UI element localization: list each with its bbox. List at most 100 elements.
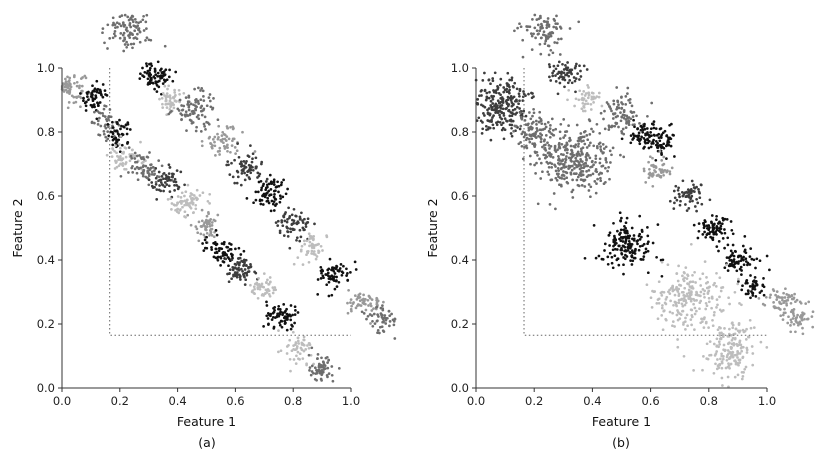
- scatter-point: [608, 231, 612, 235]
- scatter-point: [320, 379, 323, 382]
- scatter-point: [264, 180, 268, 183]
- scatter-point: [562, 71, 566, 75]
- scatter-point: [509, 99, 513, 102]
- scatter-point: [532, 107, 535, 111]
- scatter-point: [266, 288, 270, 291]
- scatter-point: [116, 25, 119, 29]
- scatter-point: [532, 32, 535, 36]
- scatter-point: [675, 288, 679, 292]
- scatter-point: [277, 350, 280, 354]
- scatter-point: [740, 349, 744, 353]
- scatter-point: [144, 20, 148, 24]
- scatter-point: [160, 164, 164, 168]
- scatter-point: [646, 249, 650, 253]
- scatter-point: [330, 293, 334, 297]
- scatter-point: [683, 303, 687, 307]
- scatter-point: [334, 279, 338, 282]
- scatter-point: [736, 344, 739, 348]
- scatter-point: [525, 28, 529, 32]
- scatter-point: [245, 273, 249, 277]
- scatter-point: [136, 178, 140, 182]
- scatter-point: [180, 104, 183, 107]
- scatter-point: [504, 100, 508, 103]
- scatter-point: [510, 126, 513, 130]
- scatter-point: [568, 166, 572, 169]
- scatter-point: [168, 190, 172, 193]
- scatter-point: [302, 239, 306, 243]
- scatter-point: [513, 107, 517, 111]
- scatter-point: [731, 232, 735, 236]
- scatter-point: [376, 331, 379, 335]
- scatter-point: [539, 161, 543, 165]
- scatter-point: [198, 194, 202, 197]
- scatter-point: [125, 132, 129, 136]
- scatter-point: [120, 132, 124, 136]
- scatter-point: [720, 231, 724, 235]
- scatter-point: [272, 209, 276, 212]
- scatter-point: [729, 249, 733, 253]
- scatter-point: [153, 68, 157, 72]
- scatter-point: [519, 141, 522, 144]
- y-tick-label: 1.0: [451, 61, 469, 75]
- scatter-point: [170, 175, 174, 179]
- scatter-point: [497, 101, 501, 105]
- scatter-point: [562, 118, 566, 121]
- scatter-point: [362, 312, 366, 315]
- scatter-point: [726, 236, 730, 240]
- scatter-cluster: [147, 163, 186, 201]
- scatter-point: [301, 263, 305, 266]
- scatter-point: [617, 125, 620, 129]
- scatter-point: [738, 361, 742, 364]
- scatter-point: [610, 255, 614, 259]
- scatter-point: [597, 254, 601, 258]
- scatter-point: [665, 134, 668, 138]
- scatter-point: [693, 312, 697, 316]
- scatter-point: [744, 281, 748, 285]
- scatter-point: [574, 77, 578, 80]
- scatter-point: [579, 132, 583, 135]
- scatter-point: [749, 326, 753, 330]
- scatter-point: [112, 21, 115, 25]
- scatter-point: [298, 218, 302, 221]
- scatter-point: [794, 300, 797, 304]
- panel-caption: (b): [612, 435, 630, 450]
- scatter-point: [66, 83, 69, 86]
- scatter-point: [206, 199, 210, 203]
- scatter-point: [656, 298, 660, 301]
- scatter-point: [295, 221, 298, 225]
- scatter-point: [615, 107, 618, 111]
- scatter-point: [678, 195, 681, 199]
- scatter-point: [197, 220, 201, 224]
- scatter-point: [549, 124, 552, 127]
- scatter-point: [633, 252, 637, 255]
- scatter-point: [205, 104, 209, 108]
- scatter-point: [261, 203, 265, 206]
- scatter-point: [647, 146, 651, 150]
- scatter-point: [695, 185, 698, 189]
- scatter-point: [715, 218, 718, 221]
- scatter-point: [93, 121, 96, 125]
- scatter-point: [570, 155, 574, 159]
- scatter-point: [704, 220, 707, 224]
- scatter-point: [103, 115, 107, 118]
- scatter-point: [231, 139, 234, 143]
- scatter-point: [587, 183, 591, 186]
- scatter-point: [566, 71, 569, 75]
- scatter-point: [688, 285, 692, 288]
- scatter-point: [603, 127, 607, 131]
- scatter-point: [387, 309, 391, 313]
- scatter-point: [741, 284, 744, 288]
- scatter-point: [576, 159, 579, 163]
- scatter-point: [560, 142, 564, 146]
- scatter-point: [792, 322, 796, 326]
- scatter-point: [705, 276, 708, 279]
- scatter-point: [189, 102, 193, 106]
- scatter-point: [688, 293, 692, 296]
- scatter-cluster: [642, 150, 674, 188]
- scatter-point: [491, 77, 495, 80]
- scatter-point: [628, 251, 632, 254]
- scatter-point: [552, 64, 556, 68]
- scatter-point: [632, 110, 636, 114]
- x-tick-label: 0.0: [53, 394, 71, 408]
- scatter-point: [131, 20, 135, 24]
